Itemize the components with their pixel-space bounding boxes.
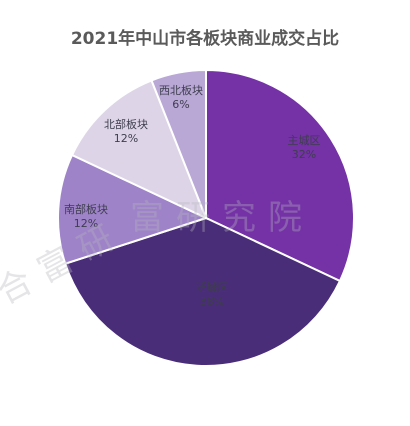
pie-slice xyxy=(63,216,342,367)
slice-name-label: 南部板块 xyxy=(64,202,108,216)
slice-percent-label: 6% xyxy=(172,98,189,111)
pie-slice xyxy=(150,68,207,219)
slice-name-label: 泛城区 xyxy=(196,281,229,294)
pie-slice xyxy=(70,79,208,220)
slice-percent-label: 12% xyxy=(74,217,98,230)
slice-percent-label: 38% xyxy=(200,295,224,308)
chart-title: 2021年中山市各板块商业成交占比 xyxy=(70,29,340,49)
pie-slice xyxy=(57,153,209,265)
slice-percent-label: 32% xyxy=(292,148,316,161)
slice-name-label: 西北板块 xyxy=(159,83,203,97)
slice-percent-label: 12% xyxy=(114,132,138,145)
pie-slice xyxy=(205,68,355,283)
slice-name-label: 北部板块 xyxy=(104,117,148,131)
slice-name-label: 主城区 xyxy=(288,134,321,147)
